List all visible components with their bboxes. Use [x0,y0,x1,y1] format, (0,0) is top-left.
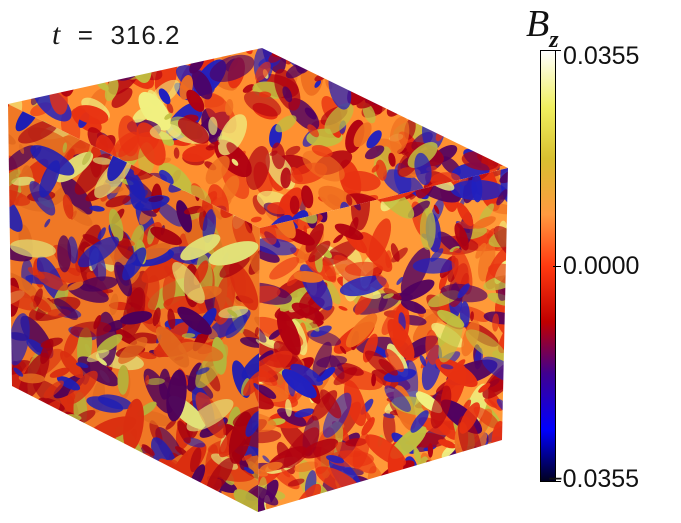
colorbar-tick-min [553,481,561,482]
cube-left-shade [8,104,260,512]
colorbar-title: Bz [526,2,559,53]
colorbar-tick-mid [553,266,561,267]
colorbar-max-label: 0.0355 [563,42,640,70]
cube-right-face [258,168,508,512]
simulation-cube [8,48,508,512]
time-symbol: t [52,18,62,51]
time-value: 316.2 [110,20,181,50]
cube-top-face [8,48,508,228]
time-label: t = 316.2 [52,18,181,52]
colorbar-title-sub: z [549,26,559,53]
cube-left-face [8,104,260,512]
time-equals: = [77,20,94,50]
colorbar-tick-max [553,50,561,51]
colorbar-min-label: −0.0355 [548,465,640,493]
colorbar-title-main: B [526,3,550,45]
colorbar-mid-label: 0.0000 [563,252,640,280]
